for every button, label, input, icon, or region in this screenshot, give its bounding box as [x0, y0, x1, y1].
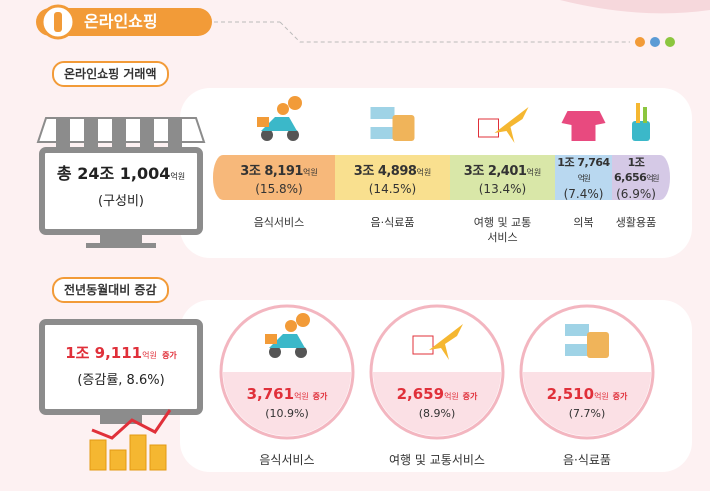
- unit: 억원: [294, 392, 309, 401]
- segment: 1조 6,656억원 (6.9%): [612, 154, 660, 201]
- icon: [587, 332, 609, 358]
- unit: 억원: [646, 174, 659, 183]
- segment-name: 의복: [573, 216, 594, 229]
- segment-share: (14.5%): [368, 181, 417, 196]
- icon: [643, 107, 647, 123]
- note: (증감률, 8.6%): [77, 373, 165, 388]
- prefix: 총: [56, 164, 72, 183]
- unit: 억원: [526, 167, 542, 177]
- change-item: 2,659억원 증가 (8.9%): [367, 385, 507, 420]
- unit: 억원: [170, 172, 186, 181]
- segment-amount: 3조 8,191억원: [223, 160, 335, 179]
- item-name: 음식서비스: [259, 453, 315, 467]
- amount: 3,761: [246, 385, 295, 403]
- segment-amount: 1조 6,656억원: [612, 154, 660, 184]
- icon: [392, 115, 415, 141]
- amount: 3조 2,401: [463, 163, 527, 179]
- suffix: 증가: [162, 351, 177, 360]
- item-rate: (7.7%): [568, 407, 606, 420]
- item-name: 음·식료품: [563, 453, 611, 467]
- item-amount: 2,659억원 증가: [367, 385, 507, 403]
- segment-amount: 3조 4,898억원: [335, 160, 450, 179]
- item-amount: 2,510억원 증가: [517, 385, 657, 403]
- note: (구성비): [97, 194, 145, 209]
- suffix: 증가: [612, 392, 628, 401]
- icon: [429, 324, 463, 360]
- amount: 1조 7,764: [557, 156, 610, 169]
- section-label: 온라인쇼핑 거래액: [52, 61, 169, 87]
- icon: [296, 313, 310, 327]
- header-title: 온라인쇼핑: [84, 12, 158, 31]
- unit: 억원: [142, 351, 157, 360]
- unit: 억원: [444, 392, 459, 401]
- icon: [288, 96, 302, 110]
- icon: [261, 129, 273, 141]
- segment-share: (13.4%): [478, 181, 527, 196]
- icon: [632, 121, 650, 141]
- icon: [285, 320, 297, 332]
- icon: [370, 119, 395, 127]
- segment: 3조 4,898억원 (14.5%): [335, 155, 450, 200]
- icon: [269, 334, 305, 348]
- amount: 1조 6,656: [613, 156, 647, 184]
- item-name: 여행 및 교통서비스: [389, 453, 485, 467]
- segment-amount: 3조 2,401억원: [450, 160, 555, 179]
- icon: [265, 334, 277, 344]
- unit: 억원: [416, 167, 432, 177]
- suffix: 증가: [462, 392, 478, 401]
- icon: [636, 103, 640, 123]
- icon: [478, 118, 499, 138]
- total-box: 총 24조 1,004억원 (구성비): [46, 160, 196, 209]
- segment-share: (7.4%): [563, 187, 604, 201]
- icon: [261, 117, 297, 131]
- segment: 3조 2,401억원 (13.4%): [450, 155, 555, 200]
- unit: 억원: [302, 167, 318, 177]
- segment-name: 생활용품: [615, 216, 657, 229]
- change-item: 2,510억원 증가 (7.7%): [517, 385, 657, 420]
- icon: [494, 107, 529, 143]
- segment-name: 음·식료품: [370, 216, 415, 229]
- item-amount: 3,761억원 증가: [217, 385, 357, 403]
- unit: 억원: [594, 392, 609, 401]
- change-item: 3,761억원 증가 (10.9%): [217, 385, 357, 420]
- suffix: 증가: [312, 392, 328, 401]
- icon: [565, 336, 589, 344]
- item-rate: (8.9%): [418, 407, 456, 420]
- segment-share: (6.9%): [616, 187, 656, 201]
- item-rate: (10.9%): [265, 407, 309, 420]
- segment-share: (15.8%): [255, 181, 303, 196]
- icon: [561, 111, 606, 141]
- change-total-box: 1조 9,111억원 증가 (증감률, 8.6%): [46, 342, 196, 388]
- icon: [269, 346, 281, 358]
- icon: [257, 117, 269, 127]
- icon: [412, 335, 434, 355]
- segment-name: 여행 및 교통서비스: [473, 216, 532, 244]
- amount: 3조 8,191: [240, 163, 303, 179]
- segment-name: 음식서비스: [253, 216, 305, 229]
- icon: [277, 103, 289, 115]
- amount: 1조 9,111: [65, 344, 143, 362]
- amount: 2,510: [546, 385, 595, 403]
- unit: 억원: [577, 174, 591, 183]
- section-label: 전년동월대비 증감: [52, 277, 169, 303]
- segment: 3조 8,191억원 (15.8%): [223, 155, 335, 200]
- amount: 3조 4,898: [353, 163, 417, 179]
- amount: 24조 1,004: [77, 164, 171, 183]
- icon: [287, 129, 299, 141]
- segment: 1조 7,764 억원 (7.4%): [555, 154, 612, 201]
- icon: [295, 346, 307, 358]
- segment-amount: 1조 7,764 억원: [555, 154, 612, 184]
- amount: 2,659: [396, 385, 445, 403]
